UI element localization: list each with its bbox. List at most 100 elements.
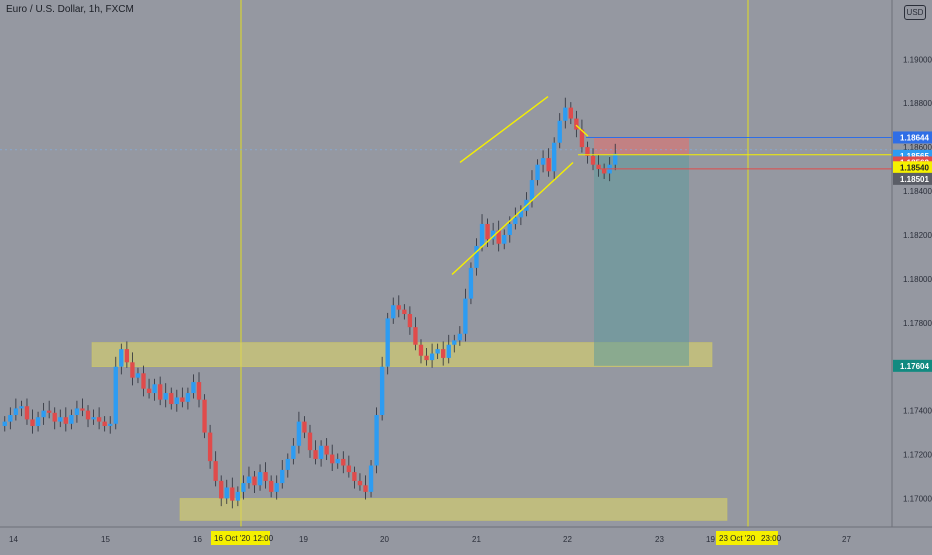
stop-loss-zone: [594, 137, 689, 155]
candle-body: [24, 406, 30, 420]
candle-body: [96, 417, 102, 422]
price-label-box: [893, 359, 932, 372]
time-tick-label: 19: [706, 535, 715, 544]
candle-body: [58, 417, 63, 422]
channel-lower-line: [451, 161, 574, 275]
time-tick-label: 20: [380, 535, 389, 544]
candle-body: [152, 384, 157, 394]
take-profit-zone: [594, 154, 689, 366]
candle-body: [180, 397, 185, 402]
candle-body: [169, 393, 174, 405]
candle-body: [352, 472, 357, 481]
price-label-text: 1.17604: [900, 362, 929, 371]
candle-body: [13, 408, 19, 416]
candle-body: [563, 107, 568, 121]
candle-body: [546, 158, 551, 172]
candle-body: [85, 410, 91, 420]
price-tick-label: 1.19000: [903, 55, 932, 64]
price-label-box: [893, 172, 932, 185]
candle-body: [424, 355, 429, 361]
candle-body: [368, 465, 374, 492]
price-label-text: 1.18565: [900, 152, 929, 161]
candle-body: [274, 483, 279, 492]
candle-body: [418, 344, 424, 356]
candle-body: [613, 153, 618, 165]
candle-body: [302, 421, 307, 433]
candle-body: [552, 142, 557, 172]
candle-body: [2, 421, 7, 426]
candle-body: [557, 120, 562, 143]
candle-body: [363, 485, 368, 492]
candle-body: [513, 217, 518, 224]
candle-body: [446, 344, 451, 358]
candle-body: [341, 458, 346, 466]
candle-body: [285, 458, 290, 470]
price-tick-label: 1.17800: [903, 319, 932, 328]
candle-body: [402, 309, 407, 315]
candle-body: [463, 298, 468, 334]
candle-body: [396, 305, 401, 310]
candle-body: [263, 472, 268, 481]
candle-body: [346, 465, 352, 473]
candle-body: [568, 107, 574, 119]
candle-body: [224, 487, 229, 499]
price-tick-label: 1.18800: [903, 99, 932, 108]
time-marker-label: [211, 531, 270, 545]
channel-upper-line: [459, 96, 549, 164]
candle-body: [374, 415, 379, 466]
candle-body: [307, 432, 313, 451]
candle-body: [457, 333, 463, 341]
candle-body: [35, 417, 41, 426]
candle-body: [485, 223, 490, 240]
candle-body: [490, 230, 496, 240]
candle-body: [108, 423, 113, 426]
price-tick-label: 1.17400: [903, 407, 932, 416]
flag-line: [575, 124, 589, 137]
candle-body: [235, 491, 241, 501]
time-tick-label: 16: [193, 535, 202, 544]
candle-body: [601, 169, 607, 174]
currency-button[interactable]: USD: [904, 5, 926, 20]
candle-body: [357, 480, 363, 486]
candle-body: [579, 129, 585, 148]
price-tick-label: 1.18000: [903, 275, 932, 284]
candle-body: [119, 349, 124, 367]
candle-body: [146, 388, 152, 394]
chart-title: Euro / U.S. Dollar, 1h, FXCM: [6, 4, 134, 15]
candle-body: [141, 373, 146, 389]
candle-body: [585, 147, 590, 156]
candle-body: [41, 410, 46, 418]
candle-body: [529, 180, 535, 200]
time-marker-time: 23:00: [761, 534, 782, 543]
candle-body: [535, 164, 540, 181]
candle-body: [52, 412, 57, 422]
time-tick-label: 22: [563, 535, 572, 544]
support-zone: [179, 498, 728, 521]
candle-body: [185, 393, 191, 402]
candle-body: [468, 267, 474, 299]
candle-body: [291, 445, 296, 459]
price-tick-label: 1.18400: [903, 187, 932, 196]
candle-body: [407, 314, 413, 328]
candle-body: [80, 408, 85, 411]
candle-body: [479, 223, 485, 246]
candle-body: [230, 487, 235, 501]
candle-body: [8, 415, 13, 422]
price-tick-label: 1.18200: [903, 231, 932, 240]
time-marker-date: 16 Oct '20: [214, 534, 251, 543]
candle-body: [518, 210, 524, 218]
candle-body: [429, 353, 435, 361]
candle-body: [91, 417, 96, 420]
candle-body: [174, 397, 179, 405]
candle-body: [219, 480, 224, 499]
candle-body: [252, 476, 257, 486]
candle-body: [202, 399, 207, 433]
candle-body: [157, 384, 163, 400]
candle-body: [330, 454, 335, 464]
price-label-box: [893, 161, 932, 174]
time-tick-label: 27: [842, 535, 851, 544]
time-marker-date: 23 Oct '20: [719, 534, 756, 543]
candle-body: [63, 417, 68, 424]
